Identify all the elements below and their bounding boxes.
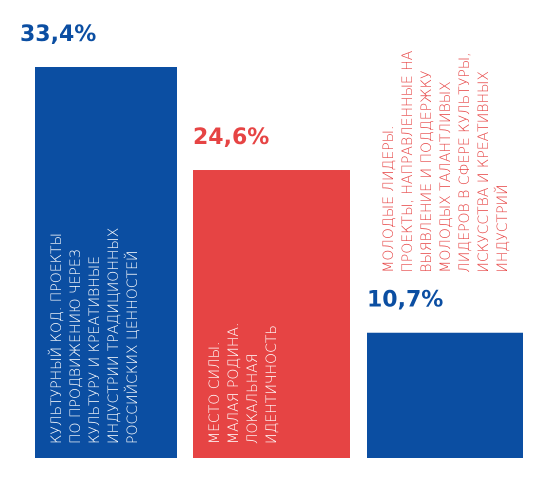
category-line: МАЛАЯ РОДИНА. — [226, 323, 242, 444]
category-line: МОЛОДЫХ ТАЛАНТЛИВЫХ — [438, 81, 454, 272]
category-line: КУЛЬТУРУ И КРЕАТИВНЫЕ — [87, 256, 103, 444]
category-line: ПРОЕКТЫ, НАПРАВЛЕННЫЕ НА — [400, 50, 416, 272]
category-label: МОЛОДЫЕ ЛИДЕРЫ. ПРОЕКТЫ, НАПРАВЛЕННЫЕ НА В… — [381, 50, 511, 272]
value-label: 24,6% — [193, 125, 269, 150]
value-label: 10,7% — [367, 288, 443, 313]
category-line: МЕСТО СИЛЫ. — [207, 342, 223, 444]
category-line: ИНДУСТРИЙ — [493, 184, 511, 272]
category-line: РОССИЙСКИХ ЦЕННОСТЕЙ — [123, 251, 141, 445]
category-line: ЛИДЕРОВ В СФЕРЕ КУЛЬТУРЫ, — [457, 52, 473, 272]
category-line: ИДЕНТИЧНОСТЬ — [264, 325, 280, 444]
value-label: 33,4% — [20, 22, 96, 47]
category-line: ВЫЯВЛЕНИЕ И ПОДДЕРЖКУ — [419, 70, 435, 272]
bar — [367, 332, 523, 458]
category-line: ИНДУСТРИИ ТРАДИЦИОННЫХ — [106, 228, 122, 444]
bar — [35, 67, 177, 458]
bar — [193, 170, 350, 459]
category-label: МЕСТО СИЛЫ. МАЛАЯ РОДИНА. ЛОКАЛЬНАЯ ИДЕНТИЧ… — [207, 323, 280, 444]
category-line: ПО ПРОДВИЖЕНИЮ ЧЕРЕЗ — [68, 249, 84, 444]
category-line: ЛОКАЛЬНАЯ — [245, 353, 261, 444]
category-line: МОЛОДЫЕ ЛИДЕРЫ. — [381, 126, 397, 273]
category-line: ИСКУССТВА И КРЕАТИВНЫХ — [476, 71, 492, 273]
category-line: КУЛЬТУРНЫЙ КОД. ПРОЕКТЫ — [47, 233, 65, 444]
category-label: КУЛЬТУРНЫЙ КОД. ПРОЕКТЫ ПО ПРОДВИЖЕНИЮ ЧЕ… — [47, 228, 141, 444]
